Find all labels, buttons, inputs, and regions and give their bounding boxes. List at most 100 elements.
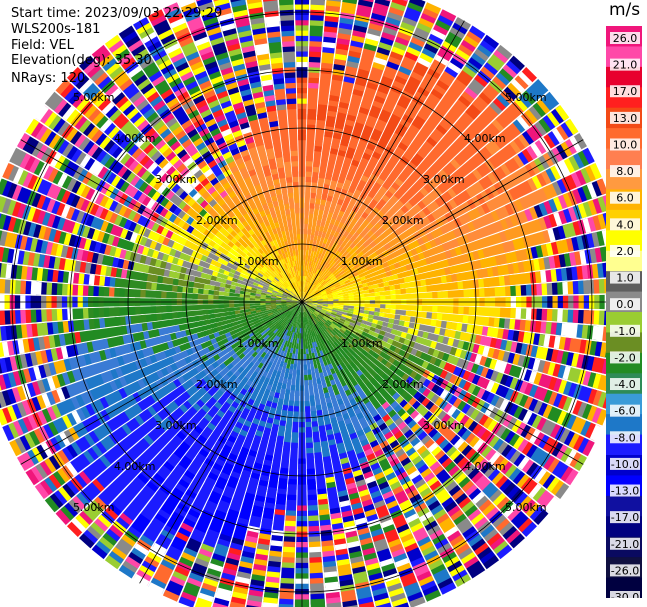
ray-309 — [44, 91, 302, 302]
colorbar-tick-label: -13.0 — [611, 485, 639, 498]
ray-297 — [9, 147, 302, 302]
ray-249 — [0, 302, 302, 426]
ray-111 — [302, 302, 606, 426]
ray-69 — [302, 178, 606, 302]
ray-222 — [79, 302, 302, 549]
ray-153 — [302, 302, 457, 595]
ray-12 — [302, 0, 374, 302]
range-ring-label: 3.00km — [423, 419, 465, 432]
ray-201 — [178, 302, 302, 607]
ray-276 — [0, 263, 302, 302]
ray-105 — [302, 302, 606, 392]
ray-267 — [0, 302, 302, 325]
colorbar-tick-label: 21.0 — [613, 59, 638, 72]
ray-207 — [147, 302, 302, 595]
ray-87 — [302, 278, 606, 302]
ray-228 — [55, 302, 302, 525]
ray-123 — [302, 302, 579, 486]
ray-312 — [55, 79, 302, 302]
ray-342 — [195, 0, 302, 302]
ray-324 — [104, 34, 302, 302]
ray-336 — [162, 2, 302, 302]
ray-285 — [0, 213, 302, 302]
ray-318 — [79, 55, 302, 302]
azimuth-line-60 — [301, 139, 584, 303]
ray-282 — [0, 230, 302, 302]
colorbar-segment — [606, 66, 642, 88]
ray-291 — [0, 178, 302, 302]
ray-102 — [302, 302, 606, 375]
colorbar-segment — [606, 414, 642, 436]
ray-132 — [302, 302, 549, 525]
ray-135 — [302, 302, 538, 538]
ray-78 — [302, 229, 606, 302]
ray-273 — [0, 279, 302, 302]
ray-57 — [302, 118, 579, 302]
ray-93 — [302, 302, 606, 326]
elevation-label: Elevation(deg): 35.30 — [11, 53, 152, 68]
colorbar-tick-label: 13.0 — [613, 112, 638, 125]
azimuth-line-330 — [139, 20, 303, 303]
range-ring-label: 2.00km — [382, 214, 424, 227]
azimuth-line-120 — [301, 301, 584, 465]
range-ring-labels: 1.00km 1.00km 1.00km 1.00km 2.00km 2.00km 2.00… — [73, 91, 547, 514]
ray-51 — [302, 91, 560, 302]
start-time-label: Start time: 2023/09/03 22:29:29 — [11, 6, 223, 21]
ray-174 — [302, 302, 342, 607]
colorbar-tick-label: 2.0 — [616, 245, 634, 258]
ray-327 — [118, 25, 302, 302]
colorbar-tick-label: -2.0 — [614, 351, 635, 364]
ray-144 — [302, 302, 500, 570]
range-ring-label: 1.00km — [341, 337, 383, 350]
range-ring-label: 4.00km — [114, 132, 156, 145]
ray-75 — [302, 212, 606, 302]
ray-156 — [302, 302, 442, 602]
ray-279 — [0, 246, 302, 302]
colorbar-tick-label: 4.0 — [616, 218, 634, 231]
ray-333 — [147, 9, 302, 302]
ray-48 — [302, 79, 549, 302]
ray-162 — [302, 302, 410, 607]
range-ring-label: 2.00km — [196, 214, 238, 227]
ray-306 — [34, 104, 302, 302]
ray-99 — [302, 302, 606, 358]
ray-66 — [302, 162, 602, 302]
ray-147 — [302, 302, 486, 579]
range-ring-label: 5.00km — [73, 501, 115, 514]
ray-159 — [302, 302, 426, 607]
ray-264 — [0, 302, 302, 341]
ray-234 — [34, 302, 302, 500]
radial-velocity-rays — [0, 0, 606, 607]
ray-354 — [263, 0, 302, 302]
range-ring-label: 1.00km — [237, 255, 279, 268]
ray-195 — [212, 302, 302, 607]
ray-348 — [230, 0, 302, 302]
azimuth-line-30 — [301, 20, 465, 303]
ray-72 — [302, 195, 606, 302]
ray-243 — [9, 302, 302, 457]
ray-351 — [246, 0, 302, 302]
azimuth-line-240 — [20, 301, 303, 465]
range-ring-label: 3.00km — [155, 173, 197, 186]
colorbar-tick-label: -26.0 — [611, 564, 639, 577]
ray-21 — [302, 0, 426, 302]
colorbar-tick-label: -8.0 — [614, 431, 635, 444]
azimuth-lines — [0, 0, 606, 607]
ray-177 — [302, 302, 326, 607]
ray-117 — [302, 302, 595, 457]
colorbar-tick-label: -4.0 — [614, 378, 635, 391]
ray-36 — [302, 34, 500, 302]
colorbar-tick-label: 10.0 — [613, 138, 638, 151]
colorbar-tick-label: 0.0 — [616, 298, 634, 311]
range-ring-label: 2.00km — [382, 378, 424, 391]
field-label: Field: VEL — [11, 38, 74, 53]
range-ring-label: 5.00km — [505, 501, 547, 514]
range-ring-label: 4.00km — [114, 460, 156, 473]
ray-294 — [2, 162, 302, 302]
azimuth-line-300 — [20, 139, 303, 303]
range-ring-label: 1.00km — [341, 255, 383, 268]
range-ring-label: 1.00km — [237, 337, 279, 350]
range-ring-label: 4.00km — [464, 460, 506, 473]
colorbar-unit: m/s — [609, 0, 641, 20]
ray-288 — [0, 195, 302, 302]
